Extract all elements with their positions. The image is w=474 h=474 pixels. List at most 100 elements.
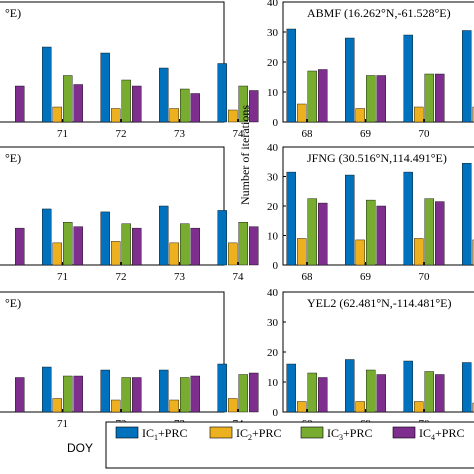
legend-label-4: IC4+PRC [419, 426, 464, 442]
bar-left-1-ic2prc-74 [228, 109, 238, 123]
bar-right-2-ic2prc-69 [355, 239, 365, 266]
bar-right-2-ic1prc-69 [345, 174, 355, 266]
x-tick-label: 71 [57, 418, 68, 430]
bar-right-3-ic2prc-68 [297, 401, 307, 413]
axes-frame [0, 291, 225, 413]
y-tick-label: 0 [273, 117, 279, 129]
bar-left-2-ic2prc-71 [52, 242, 62, 266]
bar-left-2-ic4prc-72 [132, 227, 142, 266]
panel-left-2: 71 72 73 74 °E) [0, 146, 259, 283]
y-tick-label: 10 [267, 377, 279, 389]
x-tick-label: 69 [360, 128, 372, 140]
x-tick-label: 71 [57, 271, 68, 283]
bar-left-2-ic3prc-71 [63, 222, 73, 266]
bar-left-1-ic3prc-73 [180, 88, 190, 123]
legend-label-1: IC1+PRC [142, 426, 187, 442]
x-tick-label: 68 [302, 128, 314, 140]
bar-left-2-ic2prc-73 [169, 242, 179, 266]
bar-right-2-ic3prc-69 [366, 199, 376, 266]
bar-left-3-ic1prc-74 [217, 363, 227, 413]
bar-right-3-ic1prc-68 [286, 363, 296, 413]
y-tick-label: 0 [273, 260, 279, 272]
bar-left-3-ic1prc-71 [42, 366, 52, 413]
bar-left-3-ic4prc-74 [249, 372, 259, 413]
legend-swatch-2 [209, 426, 233, 439]
bar-right-2-ic2prc-71 [472, 239, 474, 266]
bar-right-3-ic2prc-70 [414, 401, 424, 413]
bar-left-3-ic3prc-72 [121, 377, 131, 413]
bar-left-3-ic4prc-70 [15, 377, 25, 413]
bar-left-3-ic4prc-73 [190, 375, 200, 413]
bar-right-1-ic3prc-69 [366, 75, 376, 123]
bar-left-1-ic1prc-71 [42, 46, 52, 123]
panels-layer: 71 72 73 74 °E) 68 69 70 71 0 10 20 30 40 ABMF (16.262… [0, 0, 474, 430]
bar-left-1-ic4prc-72 [132, 85, 142, 123]
bar-left-3-ic2prc-74 [228, 398, 238, 413]
x-tick-label: 73 [174, 128, 186, 140]
bar-left-2-ic2prc-72 [111, 241, 121, 266]
bar-left-2-ic4prc-70 [15, 227, 25, 266]
y-tick-label: 30 [267, 317, 279, 329]
legend-label-3: IC3+PRC [327, 426, 372, 442]
y-tick-label: 20 [267, 57, 279, 69]
bar-right-1-ic4prc-70 [435, 73, 445, 123]
bar-right-3-ic4prc-69 [376, 374, 386, 413]
bar-right-3-ic1prc-71 [462, 362, 472, 413]
y-tick-label: 20 [267, 347, 279, 359]
bar-right-3-ic3prc-69 [366, 369, 376, 413]
bar-right-3-ic2prc-71 [472, 402, 474, 413]
bar-left-2-ic1prc-74 [217, 210, 227, 266]
legend-swatch-3 [300, 426, 324, 439]
bar-right-1-ic4prc-69 [376, 75, 386, 123]
panel-title: JFNG (30.516°N,114.491°E) [307, 151, 447, 165]
x-tick-label: 72 [116, 128, 127, 140]
y-tick-label: 40 [267, 287, 279, 299]
bar-right-2-ic1prc-68 [286, 171, 296, 266]
bar-left-1-ic2prc-71 [52, 106, 62, 123]
x-tick-label: 68 [302, 271, 314, 283]
bar-right-2-ic2prc-68 [297, 238, 307, 266]
x-axis-label: DOY [67, 441, 93, 455]
bar-right-2-ic4prc-69 [376, 205, 386, 266]
y-tick-label: 30 [267, 27, 279, 39]
legend-swatch-4 [392, 426, 416, 439]
bar-right-1-ic3prc-70 [424, 73, 434, 123]
legend-label-2: IC2+PRC [236, 426, 281, 442]
bar-left-1-ic3prc-74 [238, 85, 248, 123]
bar-left-3-ic3prc-73 [180, 377, 190, 413]
bar-right-2-ic3prc-70 [424, 198, 434, 266]
y-tick-label: 10 [267, 231, 279, 243]
bar-left-2-ic4prc-71 [73, 226, 83, 266]
x-tick-label: 72 [116, 271, 127, 283]
panel-title: °E) [5, 151, 21, 165]
bar-right-2-ic1prc-70 [403, 171, 413, 266]
panel-right-1: 68697071010203040ABMF (16.262°N,-61.528°… [267, 0, 474, 140]
bar-left-2-ic4prc-73 [190, 227, 200, 266]
bar-left-1-ic4prc-73 [190, 93, 200, 123]
bar-left-3-ic3prc-71 [63, 375, 73, 413]
bar-left-2-ic3prc-73 [180, 223, 190, 266]
panel-title: °E) [5, 296, 21, 310]
y-tick-label: 30 [267, 172, 279, 184]
x-tick-label: 74 [233, 271, 245, 283]
bar-right-2-ic4prc-70 [435, 201, 445, 266]
bar-left-1-ic3prc-72 [121, 79, 131, 123]
x-tick-label: 74 [233, 128, 245, 140]
bar-left-2-ic3prc-74 [238, 222, 248, 266]
x-tick-label: 70 [419, 128, 431, 140]
bar-left-1-ic1prc-72 [100, 52, 110, 123]
x-tick-label: 70 [419, 271, 431, 283]
bar-right-3-ic3prc-68 [307, 372, 317, 413]
bar-left-3-ic3prc-74 [238, 374, 248, 413]
bar-left-2-ic1prc-73 [159, 205, 169, 266]
bar-right-3-ic4prc-70 [435, 374, 445, 413]
bar-right-3-ic4prc-68 [318, 377, 328, 413]
bar-right-1-ic4prc-68 [318, 69, 328, 123]
bar-right-1-ic2prc-69 [355, 108, 365, 123]
legend-swatch-1 [115, 426, 139, 439]
y-tick-label: 10 [267, 87, 279, 99]
bar-right-1-ic2prc-71 [472, 106, 474, 123]
bar-right-1-ic2prc-70 [414, 106, 424, 123]
x-tick-label: 73 [174, 271, 186, 283]
bar-right-3-ic1prc-70 [403, 360, 413, 413]
